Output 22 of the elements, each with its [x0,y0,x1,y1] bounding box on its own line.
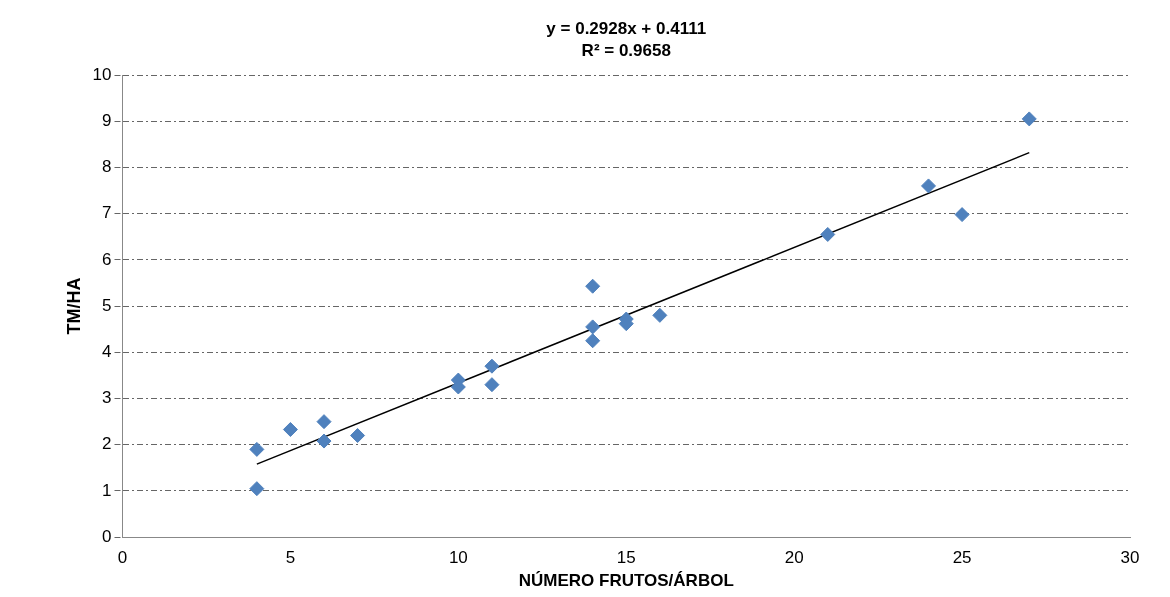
y-tick-label: 8 [102,157,112,177]
text: y = 0.2928x + 0.4111 [546,18,707,38]
y-tick-label: 6 [102,249,112,269]
x-tick-label: 5 [285,548,296,568]
y-tick-label: 3 [102,388,112,408]
y-tick-label: 4 [102,342,112,362]
x-tick-label: 15 [616,548,636,568]
x-tick-label: 0 [117,548,128,568]
y-tick-label: 10 [92,64,112,84]
x-tick-label: 25 [952,548,972,568]
y-axis-title: TM/HA [63,277,84,335]
y-tick-label: 5 [102,295,112,315]
y-tick-label: 2 [102,434,112,454]
x-tick-label: 30 [1120,548,1140,568]
y-tick-label: 1 [102,480,112,500]
y-tick-label: 9 [102,110,112,130]
x-tick-label: 20 [784,548,804,568]
text: R² = 0.9658 [581,40,671,60]
x-axis-title: NÚMERO FRUTOS/ÁRBOL [518,571,734,591]
x-tick-label: 10 [448,548,468,568]
y-tick-label: 0 [102,526,112,546]
y-tick-label: 7 [102,203,112,223]
